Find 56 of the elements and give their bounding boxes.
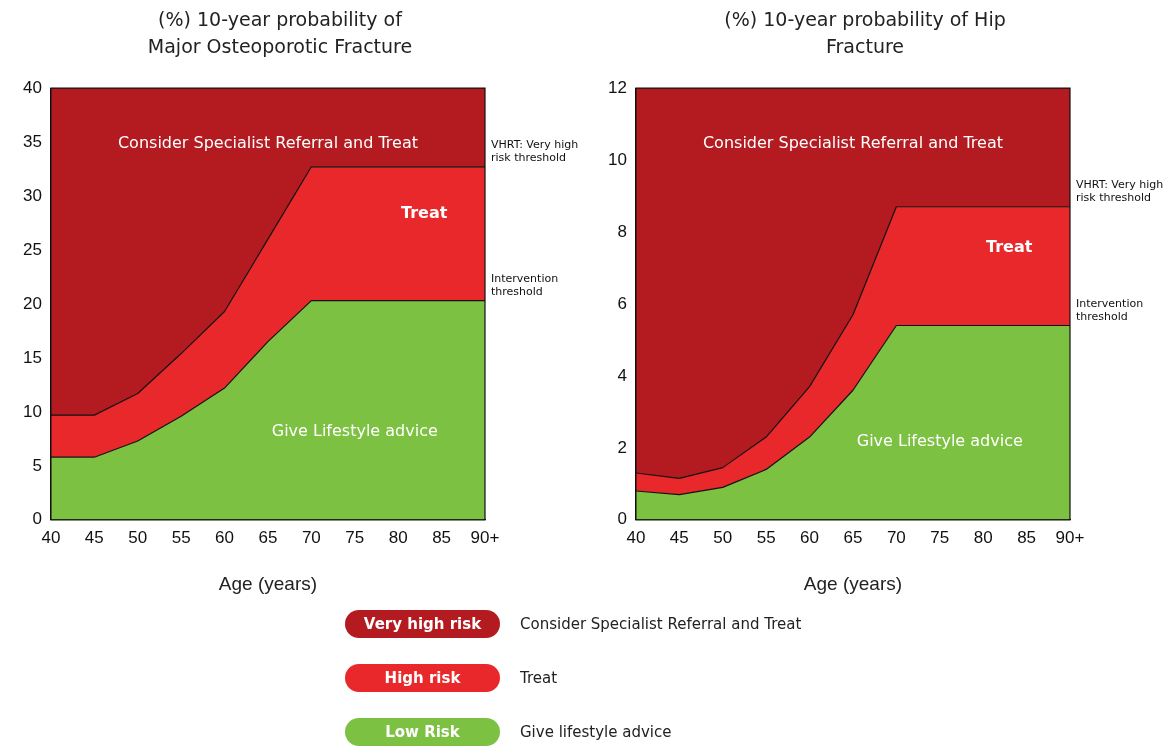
x-tick-label: 55	[171, 527, 191, 547]
x-tick-label: 50	[713, 527, 733, 547]
y-tick-label: 2	[617, 437, 627, 457]
y-tick-label: 12	[607, 77, 627, 97]
x-tick-label: 45	[84, 527, 104, 547]
text: Give lifestyle advice	[520, 723, 672, 741]
chart-title: (%) 10-year probability of Hip Fracture	[723, 7, 1007, 59]
y-tick-label: 6	[617, 293, 627, 313]
x-tick-label: 85	[432, 527, 452, 547]
text: Very high risk	[345, 610, 500, 638]
y-tick-label: 35	[22, 131, 42, 151]
x-tick-label: 70	[886, 527, 906, 547]
x-tick-label: 90+	[470, 527, 500, 547]
y-tick-label: 10	[607, 149, 627, 169]
y-tick-label: 5	[32, 455, 42, 475]
text: Treat	[520, 669, 558, 687]
x-tick-label: 75	[345, 527, 365, 547]
chart-title: (%) 10-year probability of Major Osteoporotic Fracture	[146, 7, 414, 59]
x-tick-label: 45	[669, 527, 689, 547]
annotation: Consider Specialist Referral and Treat	[702, 133, 1003, 153]
y-tick-label: 20	[22, 293, 42, 313]
x-axis-title: Age (years)	[218, 572, 318, 594]
x-tick-label: 80	[388, 527, 408, 547]
annotation: Give Lifestyle advice	[856, 431, 1023, 451]
annotation: Consider Specialist Referral and Treat	[117, 133, 418, 153]
text: Consider Specialist Referral and Treat	[520, 615, 802, 633]
text: Low Risk	[345, 718, 500, 746]
x-tick-label: 85	[1017, 527, 1037, 547]
x-tick-label: 75	[930, 527, 950, 547]
x-tick-label: 70	[301, 527, 321, 547]
y-tick-label: 0	[32, 509, 42, 529]
x-tick-label: 50	[128, 527, 148, 547]
y-tick-label: 25	[22, 239, 42, 259]
x-tick-label: 80	[973, 527, 993, 547]
text: High risk	[345, 664, 500, 692]
y-tick-label: 40	[22, 77, 42, 97]
y-tick-label: 30	[22, 185, 42, 205]
annotation: VHRT: Very high risk threshold	[491, 138, 579, 165]
annotation: Treat	[401, 202, 448, 222]
x-tick-label: 60	[800, 527, 820, 547]
y-tick-label: 8	[617, 221, 627, 241]
annotation: Treat	[986, 237, 1033, 257]
x-tick-label: 65	[843, 527, 863, 547]
y-tick-label: 15	[22, 347, 42, 367]
x-tick-label: 55	[756, 527, 776, 547]
annotation: Intervention threshold	[491, 272, 559, 299]
x-tick-label: 60	[215, 527, 235, 547]
annotation: Give Lifestyle advice	[271, 421, 438, 441]
x-tick-label: 65	[258, 527, 278, 547]
y-tick-label: 4	[617, 365, 627, 385]
x-axis-title: Age (years)	[803, 572, 903, 594]
annotation: Intervention threshold	[1076, 296, 1144, 323]
annotation: VHRT: Very high risk threshold	[1076, 178, 1164, 205]
x-tick-label: 90+	[1055, 527, 1085, 547]
y-tick-label: 10	[22, 401, 42, 421]
y-tick-label: 0	[617, 509, 627, 529]
